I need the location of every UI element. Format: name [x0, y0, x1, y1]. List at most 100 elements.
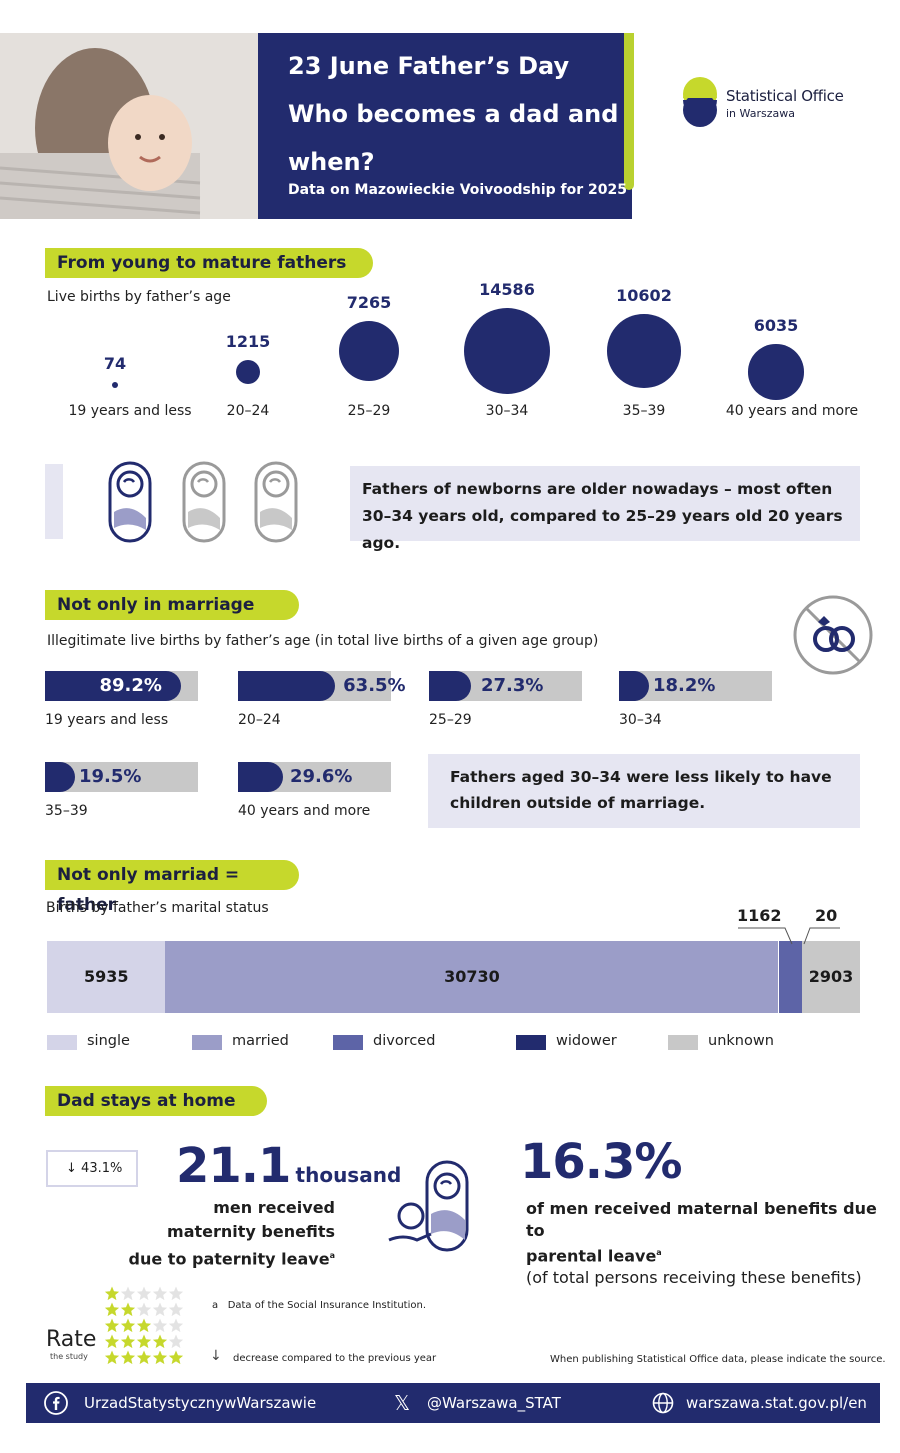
- bubble-label: 20–24: [226, 403, 270, 419]
- star-icon[interactable]: [152, 1334, 168, 1349]
- globe-icon: [652, 1392, 674, 1418]
- section2-subtitle: Illegitimate live births by father’s age…: [47, 633, 599, 649]
- progress-bar-label: 30–34: [619, 712, 662, 728]
- progress-bar-fill: [45, 762, 75, 792]
- baby-icon: [182, 461, 226, 543]
- star-icon[interactable]: [168, 1334, 184, 1349]
- bubble: [338, 320, 400, 382]
- facebook-icon: [44, 1391, 68, 1419]
- rate-label[interactable]: Rate: [46, 1327, 97, 1352]
- section-heading-young-mature: From young to mature fathers: [45, 248, 373, 278]
- legend-label: unknown: [708, 1033, 774, 1049]
- star-icon[interactable]: [104, 1334, 120, 1349]
- star-icon[interactable]: [136, 1302, 152, 1317]
- star-icon[interactable]: [104, 1302, 120, 1317]
- progress-bar-value: 63.5%: [343, 675, 406, 696]
- progress-bar-value: 29.6%: [290, 766, 353, 787]
- bubble-value: 7265: [346, 292, 392, 312]
- callout-lines: [738, 927, 840, 945]
- progress-bar-fill: [429, 671, 471, 701]
- star-icon[interactable]: [120, 1318, 136, 1333]
- hero-subtitle: Data on Mazowieckie Voivoodship for 2025: [288, 182, 628, 198]
- web-link[interactable]: warszawa.stat.gov.pl/en: [686, 1394, 867, 1412]
- star-icon[interactable]: [104, 1318, 120, 1333]
- footnote-arrow-text: decrease compared to the previous year: [233, 1353, 437, 1364]
- star-icon[interactable]: [120, 1334, 136, 1349]
- star-icon[interactable]: [168, 1350, 184, 1365]
- pct-desc-line1: of men received maternal benefits due to: [526, 1199, 877, 1240]
- star-icon[interactable]: [136, 1286, 152, 1301]
- change-badge-value: 43.1%: [81, 1161, 123, 1176]
- star-icon[interactable]: [120, 1302, 136, 1317]
- bubble: [235, 359, 261, 385]
- pct-desc-line3: (of total persons receiving these benefi…: [526, 1268, 862, 1288]
- star-icon[interactable]: [168, 1302, 184, 1317]
- logo-mark-icon: [683, 77, 717, 127]
- star-icon[interactable]: [168, 1318, 184, 1333]
- callout-widower-value: 20: [815, 906, 838, 925]
- star-icon[interactable]: [152, 1286, 168, 1301]
- section-heading-marriage: Not only in marriage: [45, 590, 299, 620]
- maternity-desc: men received maternity benefits due to p…: [120, 1196, 335, 1271]
- bubble: [111, 381, 119, 388]
- down-arrow-icon: ↓: [66, 1161, 77, 1176]
- rate-sublabel: the study: [50, 1352, 88, 1361]
- bubble-label: 19 years and less: [68, 403, 192, 419]
- stacked-segment-value: 2903: [808, 967, 854, 986]
- bubble-value: 74: [103, 353, 127, 373]
- pct-desc: of men received maternal benefits due to…: [526, 1198, 886, 1289]
- legend-swatch: [516, 1035, 546, 1050]
- progress-bar-value: 27.3%: [481, 675, 544, 696]
- star-icon[interactable]: [136, 1350, 152, 1365]
- star-icon[interactable]: [152, 1302, 168, 1317]
- progress-bar: [619, 671, 772, 701]
- star-icon[interactable]: [104, 1350, 120, 1365]
- down-arrow-icon: ↓: [210, 1348, 222, 1364]
- star-icon[interactable]: [136, 1334, 152, 1349]
- progress-bar: [238, 762, 391, 792]
- progress-bar-value: 18.2%: [653, 675, 716, 696]
- rate-stars: [104, 1286, 186, 1372]
- hero-accent-bar: [624, 33, 634, 190]
- section3-subtitle: Births by father’s marital status: [46, 900, 269, 916]
- star-icon[interactable]: [120, 1350, 136, 1365]
- legend-label: single: [87, 1033, 130, 1049]
- legend-swatch: [192, 1035, 222, 1050]
- progress-bar-value: 89.2%: [99, 675, 162, 696]
- bubble: [464, 308, 550, 394]
- star-icon[interactable]: [104, 1286, 120, 1301]
- parent-baby-icon: [383, 1160, 483, 1260]
- progress-bar-fill: [238, 671, 336, 701]
- callout-divorced-value: 1162: [737, 906, 782, 925]
- star-icon[interactable]: [120, 1286, 136, 1301]
- bubble: [607, 314, 681, 388]
- legend-label: married: [232, 1033, 289, 1049]
- star-icon[interactable]: [152, 1318, 168, 1333]
- baby-icon: [254, 461, 298, 543]
- bubble-label: 30–34: [485, 403, 529, 419]
- legend-label: divorced: [373, 1033, 436, 1049]
- logo-text-line1: Statistical Office: [726, 87, 844, 105]
- progress-bar: [238, 671, 391, 701]
- bubble-value: 14586: [479, 280, 535, 299]
- star-icon[interactable]: [152, 1350, 168, 1365]
- stacked-segment-divorced: [778, 941, 802, 1013]
- bubble: [748, 344, 804, 400]
- x-link[interactable]: @Warszawa_STAT: [427, 1394, 561, 1412]
- section1-subtitle: Live births by father’s age: [47, 289, 231, 305]
- bubble-label: 35–39: [622, 403, 666, 419]
- facebook-link[interactable]: UrzadStatystycznywWarszawie: [84, 1394, 317, 1412]
- no-rings-icon: [792, 594, 874, 680]
- star-icon[interactable]: [136, 1318, 152, 1333]
- legend-swatch: [47, 1035, 77, 1050]
- stacked-segment-value: 5935: [83, 967, 129, 986]
- pct-desc-line2: parental leave: [526, 1246, 657, 1266]
- star-icon[interactable]: [168, 1286, 184, 1301]
- big-number-block: 21.1 thousand: [176, 1138, 401, 1194]
- footnote-a-text: Data of the Social Insurance Institution…: [227, 1300, 427, 1311]
- progress-bar: [45, 671, 198, 701]
- maternity-desc-line1: men received: [213, 1198, 335, 1217]
- section-heading-marital-status: Not only marriad = father: [45, 860, 299, 915]
- big-number: 21.1: [176, 1138, 291, 1194]
- hero-photo: [0, 33, 258, 219]
